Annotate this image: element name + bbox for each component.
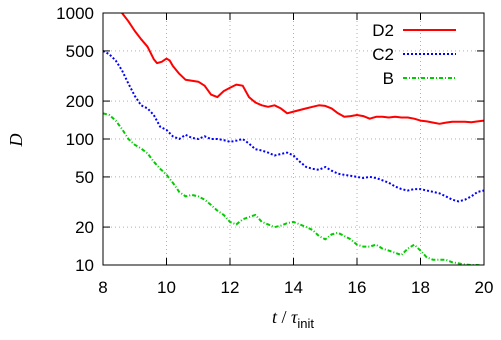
x-tick-label: 8 xyxy=(98,278,107,297)
y-tick-label: 50 xyxy=(75,168,94,187)
legend-label-d2: D2 xyxy=(372,21,394,40)
x-tick-label: 10 xyxy=(157,278,176,297)
y-tick-label: 20 xyxy=(75,218,94,237)
plot-frame xyxy=(102,12,485,266)
series-line-d2 xyxy=(121,13,484,125)
x-tick-label: 18 xyxy=(411,278,430,297)
grid xyxy=(103,13,484,265)
legend: D2 C2 B xyxy=(372,21,456,88)
y-tick-label: 500 xyxy=(66,42,94,61)
legend-label-b: B xyxy=(383,69,394,88)
x-axis-separator: / xyxy=(277,307,291,327)
series-line-b xyxy=(103,112,484,265)
y-tick-label: 10 xyxy=(75,256,94,275)
x-tick-label: 14 xyxy=(284,278,303,297)
x-axis-subscript: init xyxy=(297,316,314,331)
x-tick-label: 20 xyxy=(475,278,494,297)
x-axis-title: t / τinit xyxy=(272,307,314,331)
y-tick-label: 1000 xyxy=(56,4,94,23)
x-axis-variable: t xyxy=(272,307,278,327)
y-axis-title: D xyxy=(6,134,26,148)
legend-label-c2: C2 xyxy=(372,45,394,64)
x-tick-label: 16 xyxy=(348,278,367,297)
series-layer xyxy=(103,13,484,265)
x-tick-label: 12 xyxy=(221,278,240,297)
y-tick-label: 200 xyxy=(66,92,94,111)
series-line-c2 xyxy=(103,50,484,203)
y-tick-label: 100 xyxy=(66,130,94,149)
x-axis-tau-symbol: τ xyxy=(291,307,298,327)
